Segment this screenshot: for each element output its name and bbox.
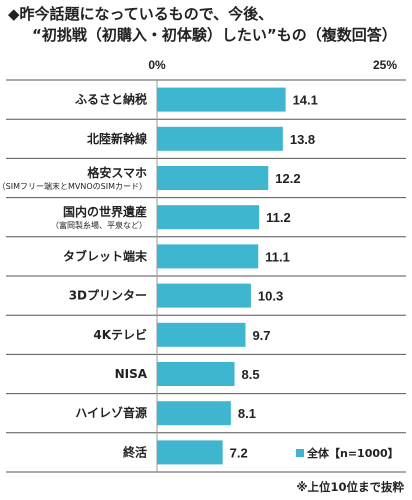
- category-label: 4Kテレビ: [93, 327, 147, 342]
- bar: [157, 205, 260, 230]
- category-label: 3Dプリンター: [69, 288, 147, 303]
- data-label: 13.8: [290, 132, 315, 147]
- legend-label: 全体【n=1000】: [307, 447, 399, 460]
- bar: [157, 283, 251, 308]
- title-line-2: “初挑戦（初購入・初体験）したい”もの（複数回答）: [32, 26, 397, 44]
- category-label: 北陸新幹線: [87, 131, 147, 146]
- chart-title: ◆昨今話題になっているもので、今後、 “初挑戦（初購入・初体験）したい”もの（複…: [8, 4, 408, 46]
- category-label: 国内の世界遺産: [63, 204, 147, 219]
- data-label: 8.1: [238, 406, 256, 421]
- bar: [157, 166, 269, 190]
- x-tick-label: 25%: [373, 58, 397, 72]
- bar: [157, 322, 246, 347]
- footnote: ※上位10位まで抜粋: [296, 480, 404, 494]
- legend-swatch: [296, 449, 304, 457]
- bar: [157, 244, 259, 269]
- bar: [157, 87, 286, 112]
- category-label: NISA: [115, 367, 148, 381]
- category-label: タブレット端末: [63, 248, 148, 263]
- bar: [157, 401, 231, 426]
- data-label: 11.2: [266, 210, 291, 225]
- data-label: 10.3: [258, 289, 283, 304]
- category-label: 終活: [123, 444, 147, 459]
- x-tick-label: 0%: [148, 58, 166, 72]
- data-label: 14.1: [293, 93, 318, 108]
- data-label: 7.2: [230, 445, 248, 460]
- data-label: 8.5: [242, 367, 260, 382]
- bar: [157, 126, 283, 151]
- legend: 全体【n=1000】: [296, 445, 399, 461]
- category-label: ハイレゾ音源: [75, 405, 147, 420]
- category-label: 格安スマホ: [87, 165, 147, 180]
- data-label: 12.2: [275, 171, 300, 186]
- category-sublabel: （SIMフリー端末とMVNOのSIMカード）: [0, 181, 147, 191]
- bar: [157, 440, 223, 465]
- bar: [157, 362, 235, 386]
- title-line-1: ◆昨今話題になっているもので、今後、: [8, 5, 274, 23]
- data-label: 9.7: [252, 328, 270, 343]
- data-label: 11.1: [265, 249, 290, 264]
- category-sublabel: （富岡製糸場、平泉など）: [51, 220, 147, 230]
- category-label: ふるさと納税: [75, 92, 147, 107]
